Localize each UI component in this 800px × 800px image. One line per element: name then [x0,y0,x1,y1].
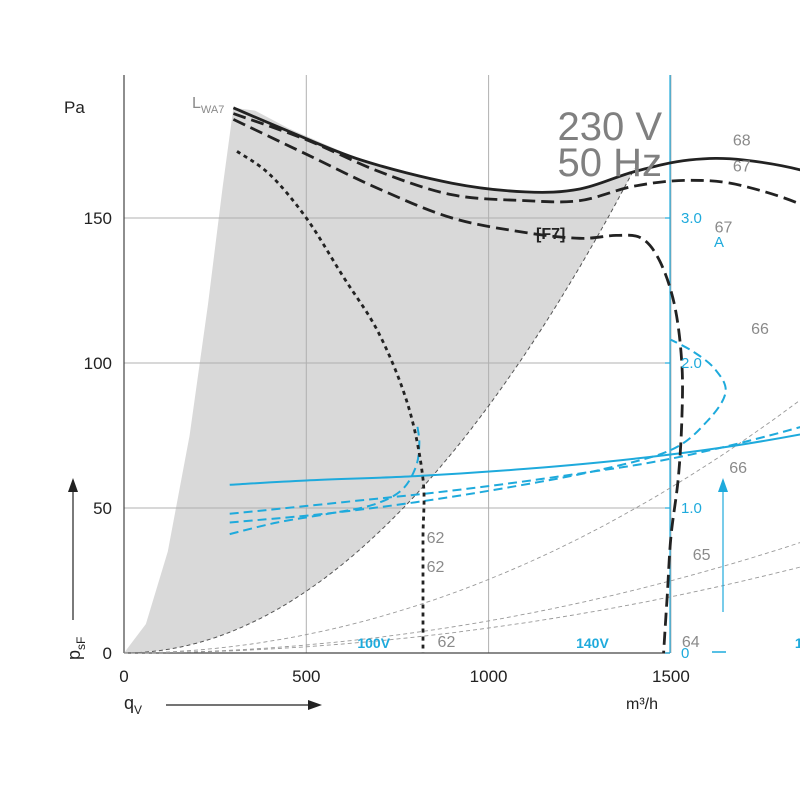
y2-tick-label: 2.0 [681,355,702,372]
sound-level-label: 65 [693,547,711,564]
pressure-curve-230V [232,106,800,194]
sound-level-label: 67 [715,220,733,237]
y-tick-label: 150 [84,209,112,228]
y2-tick-label: 0 [681,645,689,662]
left-unit-label: Pa [64,98,85,117]
voltage-label-180V: 180V [795,635,800,651]
x-unit-label: m³/h [626,696,658,713]
y2-tick-label: 1.0 [681,500,702,517]
pressure-curves [232,106,800,654]
y-axis-symbol: psF [64,637,88,660]
sound-level-label: 64 [682,634,700,651]
y2-tick-label: 3.0 [681,210,702,227]
current-curve-230V [229,433,800,486]
y-axis-arrow [68,478,78,620]
voltage-label-140V: 140V [576,635,609,651]
pressure-curve-140V [232,118,684,654]
sound-level-label: 66 [729,460,747,477]
sound-level-label: 68 [733,133,751,150]
y-tick-label: 0 [103,644,112,663]
sound-level-label: 67 [733,159,751,176]
system-curve-3 [124,542,800,654]
y-tick-label: 100 [84,354,112,373]
sound-level-symbol: LWA7 [192,95,224,116]
x-tick-label: 500 [292,667,320,686]
current-curve-140V [229,338,727,524]
sound-region-shading [124,107,635,654]
voltage-labels: 100V140V180V230V [357,635,800,651]
y2-axis-arrow [712,478,728,653]
x-tick-label: 0 [119,667,128,686]
sound-level-label: 62 [427,559,445,576]
y-tick-labels: 0 50 100 150 [84,209,112,663]
x-tick-label: 1500 [652,667,690,686]
sound-level-label: 62 [427,530,445,547]
model-label: [F7] [536,226,565,243]
x-axis-arrow [166,700,322,710]
x-tick-label: 1000 [470,667,508,686]
chart-grid [124,75,672,653]
system-curve-1 [123,168,635,654]
current-curve-180V [229,426,800,515]
x-tick-labels: 05001000150020002500 [119,667,690,686]
voltage-label-100V: 100V [357,635,390,651]
system-curves [123,168,800,654]
y2-tick-labels: 0 1.0 2.0 3.0 [681,210,702,662]
system-curve-2 [124,399,800,654]
voltage-badge: 230 V [557,105,662,149]
sound-level-label: 66 [751,321,769,338]
sound-level-label: 62 [438,634,456,651]
right-unit-label: A [714,234,724,251]
pressure-curve-180V [232,112,800,206]
sound-level-labels: 686769696772 dB6670747166756265627276626… [427,133,769,652]
y-tick-label: 50 [93,499,112,518]
x-axis-symbol: qV [124,693,142,717]
frequency-badge: 50 Hz [558,141,663,185]
